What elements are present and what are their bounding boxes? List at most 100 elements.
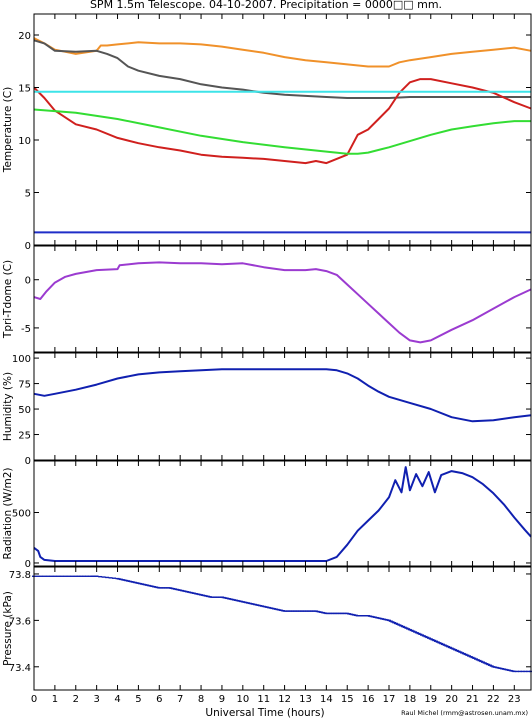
data-point xyxy=(463,653,468,656)
panel-2: 0 -5 Tpri-Tdome (C) xyxy=(2,245,532,353)
x-tick-label: 0 xyxy=(31,694,37,705)
data-point xyxy=(49,575,54,577)
data-point xyxy=(101,576,106,578)
x-tick-label: 18 xyxy=(404,694,417,705)
y-tick-label: 500 xyxy=(12,508,31,519)
data-point xyxy=(480,661,485,663)
data-point xyxy=(461,652,466,655)
y-tick-label: 73.8 xyxy=(9,570,31,581)
x-tick-label: 14 xyxy=(320,694,333,705)
data-point xyxy=(56,575,61,577)
series-points xyxy=(32,575,532,673)
data-point xyxy=(390,621,395,623)
y-axis-label: Humidity (%) xyxy=(2,372,14,441)
data-point xyxy=(437,642,442,644)
x-tick-label: 13 xyxy=(299,694,312,705)
data-point xyxy=(515,670,520,673)
data-point xyxy=(440,643,445,646)
data-point xyxy=(98,575,103,578)
data-point xyxy=(458,651,463,653)
data-point xyxy=(482,662,487,664)
data-point xyxy=(35,575,40,577)
data-point xyxy=(453,649,458,651)
y-tick-label: 73.6 xyxy=(9,616,31,627)
x-tick-label: 16 xyxy=(362,694,375,705)
x-tick-label: 23 xyxy=(508,694,521,705)
data-point xyxy=(407,628,412,631)
y-axis-label: Temperature (C) xyxy=(2,87,14,173)
data-point xyxy=(456,650,461,653)
data-point xyxy=(79,575,84,577)
y-tick-label: 0 xyxy=(25,241,31,252)
series-line-1 xyxy=(33,466,532,562)
data-point xyxy=(82,575,87,577)
data-point xyxy=(416,632,421,635)
y-tick-label: 5 xyxy=(25,189,31,200)
series-line-2 xyxy=(33,39,531,99)
data-point xyxy=(402,626,407,629)
data-point xyxy=(52,575,57,577)
x-tick-label: 10 xyxy=(236,694,249,705)
y-tick-label: 0 xyxy=(25,456,31,467)
y-tick-label: 75 xyxy=(18,380,31,391)
chart-title: SPM 1.5m Telescope. 04-10-2007. Precipit… xyxy=(90,0,442,11)
x-tick-label: 19 xyxy=(424,694,437,705)
x-tick-label: 4 xyxy=(114,694,120,705)
data-point xyxy=(45,575,50,577)
data-point xyxy=(444,645,449,647)
y-tick-label: 50 xyxy=(18,405,31,416)
data-point xyxy=(392,621,397,624)
data-point xyxy=(70,575,75,577)
data-point xyxy=(66,575,71,577)
data-point xyxy=(406,628,411,630)
data-point xyxy=(108,577,113,579)
data-point xyxy=(404,627,409,629)
data-point xyxy=(84,575,89,577)
data-point xyxy=(484,662,489,665)
x-tick-label: 1 xyxy=(52,694,58,705)
data-point xyxy=(414,632,419,634)
panel-frame xyxy=(33,245,532,353)
data-point xyxy=(76,575,81,577)
data-point xyxy=(430,639,435,641)
data-point xyxy=(489,665,494,667)
series-line-1 xyxy=(33,368,532,423)
y-axis-label: Tpri-Tdome (C) xyxy=(2,260,14,339)
data-point xyxy=(449,647,454,649)
x-axis-label: Universal Time (hours) xyxy=(205,707,324,719)
data-point xyxy=(517,670,522,673)
data-point xyxy=(94,575,99,577)
data-point xyxy=(447,646,452,649)
x-tick-label: 7 xyxy=(177,694,183,705)
data-point xyxy=(479,660,484,663)
data-point xyxy=(420,634,425,636)
data-point xyxy=(395,623,400,625)
y-tick-label: 0 xyxy=(25,276,31,287)
x-tick-label: 6 xyxy=(156,694,162,705)
data-point xyxy=(468,656,473,658)
y-tick-label: 73.4 xyxy=(9,663,31,674)
data-point xyxy=(397,624,402,626)
x-tick-label: 5 xyxy=(135,694,141,705)
data-point xyxy=(454,649,459,652)
data-point xyxy=(393,622,398,625)
x-tick-label: 21 xyxy=(466,694,479,705)
data-point xyxy=(112,577,117,579)
data-point xyxy=(428,638,433,640)
y-tick-label: 25 xyxy=(18,431,31,442)
data-point xyxy=(423,635,428,638)
x-tick-label: 2 xyxy=(73,694,79,705)
credit-text: Raul Michel (rmm@astrosen.unam.mx) xyxy=(401,709,528,717)
panel-frame xyxy=(33,566,532,691)
data-point xyxy=(59,575,64,577)
x-tick-label: 9 xyxy=(219,694,225,705)
y-axis-label: Pressure (kPa) xyxy=(2,591,14,666)
data-point xyxy=(435,641,440,643)
x-tick-label: 12 xyxy=(278,694,291,705)
y-tick-label: 100 xyxy=(12,354,31,365)
data-point xyxy=(418,633,423,636)
x-tick-label: 17 xyxy=(383,694,396,705)
panel-1: 0 5 10 15 20 Temperature (C) xyxy=(2,13,532,252)
